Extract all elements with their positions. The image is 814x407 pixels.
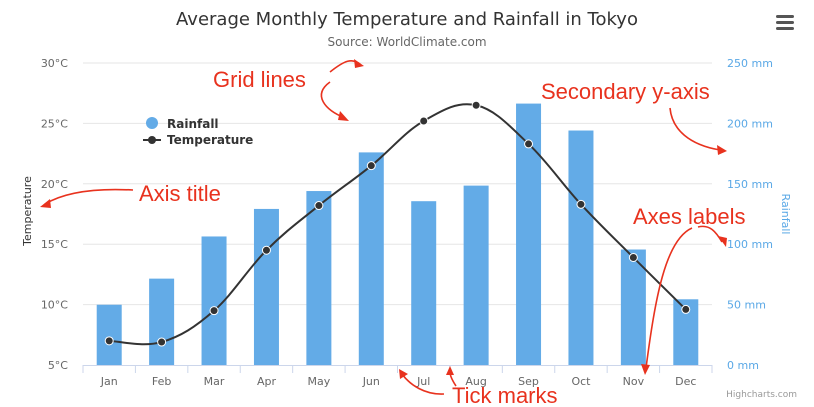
x-axis-tick-label: Mar [204,375,225,388]
annotation-tick-marks: Tick marks [452,383,558,407]
legend-rainfall-symbol [146,117,158,129]
left-axis-tick-label: 25°C [41,117,68,130]
rainfall-bar[interactable] [306,191,332,365]
chart-subtitle: Source: WorldClimate.com [327,35,486,49]
x-axis-tick-label: Apr [257,375,277,388]
rainfall-bar[interactable] [149,278,175,365]
temperature-point[interactable] [419,116,429,126]
temperature-series [104,100,691,347]
x-axis-tick-label: Jul [416,375,430,388]
rainfall-bar[interactable] [568,130,594,365]
left-axis-tick-label: 5°C [48,359,68,372]
annotation-axes-labels: Axes labels [633,204,746,229]
right-axis-tick-label: 150 mm [727,178,773,191]
grid-lines [83,62,712,306]
rainfall-bar[interactable] [253,208,279,365]
temperature-point[interactable] [209,306,219,316]
left-axis-title: Temperature [21,176,34,247]
credits-link[interactable]: Highcharts.com [726,390,797,400]
x-axis-tick-label: Feb [152,375,171,388]
x-axis-tick-label: Aug [465,375,486,388]
right-axis-tick-label: 250 mm [727,57,773,70]
chart-title: Average Monthly Temperature and Rainfall… [176,9,638,30]
rainfall-bar[interactable] [463,185,489,365]
annotation-grid-lines: Grid lines [213,67,306,92]
rainfall-bar[interactable] [411,201,437,365]
hamburger-menu-icon[interactable] [772,8,798,32]
legend-item-temperature[interactable]: Temperature [143,133,253,147]
rainfall-bar[interactable] [96,304,122,365]
left-axis-tick-label: 10°C [41,299,68,312]
temperature-point[interactable] [628,252,638,262]
rainfall-bar[interactable] [201,236,227,365]
temperature-point[interactable] [471,100,481,110]
temperature-point[interactable] [261,245,271,255]
annotations: Grid lines Secondary y-axis Axis title A… [40,59,746,407]
temperature-point[interactable] [524,139,534,149]
temperature-point[interactable] [314,201,324,211]
left-axis-tick-label: 20°C [41,178,68,191]
x-axis: Jan Feb Mar Apr May Jun Jul Aug Sep Oct Nov Dec [82,365,713,388]
temperature-point[interactable] [366,161,376,171]
rainfall-bar[interactable] [358,152,384,365]
left-axis-tick-label: 15°C [41,238,68,251]
x-axis-tick-label: Jan [100,375,118,388]
legend-temperature-symbol [148,136,156,144]
right-axis-tick-label: 0 mm [727,359,759,372]
left-axis-labels: 5°C 10°C 15°C 20°C 25°C 30°C [41,57,68,372]
rainfall-bar[interactable] [620,249,646,365]
annotation-axis-title: Axis title [139,181,221,206]
temperature-point[interactable] [681,304,691,314]
right-axis-tick-label: 200 mm [727,117,773,130]
temperature-point[interactable] [104,336,114,346]
x-axis-tick-label: Nov [623,375,645,388]
left-axis-tick-label: 30°C [41,57,68,70]
temperature-point[interactable] [157,337,167,347]
legend-rainfall-label: Rainfall [167,117,219,131]
x-axis-tick-label: Jun [362,375,380,388]
annotation-secondary-axis: Secondary y-axis [541,79,710,104]
right-axis-labels: 0 mm 50 mm 100 mm 150 mm 200 mm 250 mm [727,57,773,372]
right-axis-tick-label: 100 mm [727,238,773,251]
rainfall-series [96,103,699,365]
legend-temperature-label: Temperature [167,133,253,147]
legend-item-rainfall[interactable]: Rainfall [146,117,219,131]
x-axis-tick-label: Sep [518,375,539,388]
x-axis-tick-label: Oct [571,375,591,388]
x-axis-tick-label: Dec [675,375,696,388]
x-axis-tick-label: May [308,375,331,388]
temperature-point[interactable] [576,199,586,209]
legend: Rainfall Temperature [143,117,253,147]
right-axis-title: Rainfall [779,194,792,235]
right-axis-tick-label: 50 mm [727,299,766,312]
